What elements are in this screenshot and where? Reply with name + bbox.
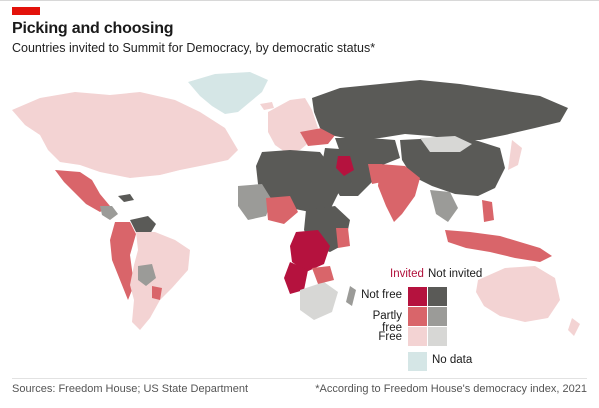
legend-row-partly-free: Partly free xyxy=(372,310,402,334)
region-iceland xyxy=(260,102,274,110)
region-mexico xyxy=(55,170,110,212)
legend-row-free: Free xyxy=(378,331,402,343)
swatch-invited-not-free xyxy=(408,287,427,306)
world-map xyxy=(12,72,580,336)
swatch-not-invited-partly-free xyxy=(428,307,447,326)
region-west-africa-invited xyxy=(266,196,298,224)
region-drc xyxy=(290,230,330,272)
region-zambia xyxy=(312,266,334,284)
legend-col-invited: Invited xyxy=(390,268,424,280)
region-philippines xyxy=(482,200,494,222)
region-west-africa xyxy=(238,184,272,220)
legend-row-not-free: Not free xyxy=(361,289,402,301)
region-madagascar xyxy=(346,286,356,306)
region-new-zealand xyxy=(568,318,580,336)
region-central-america xyxy=(100,206,118,220)
swatch-invited-partly-free xyxy=(408,307,427,326)
chart-subtitle: Countries invited to Summit for Democrac… xyxy=(12,41,376,55)
region-mongolia xyxy=(420,136,472,152)
region-venezuela xyxy=(130,216,156,234)
region-india xyxy=(378,164,420,222)
region-indonesia xyxy=(445,230,552,262)
region-greenland xyxy=(188,72,268,114)
swatch-not-invited-free xyxy=(428,327,447,346)
footnote: *According to Freedom House's democracy … xyxy=(315,383,587,395)
region-kenya xyxy=(336,228,350,248)
region-paraguay xyxy=(152,286,162,300)
region-southern-africa xyxy=(300,282,338,320)
region-north-africa xyxy=(256,150,340,212)
region-iraq xyxy=(336,156,354,176)
region-bolivia xyxy=(138,264,156,286)
brand-tag xyxy=(12,7,40,15)
region-china xyxy=(400,138,505,196)
top-rule xyxy=(0,0,599,1)
region-russia xyxy=(312,80,568,140)
region-japan xyxy=(508,140,522,170)
legend: Invited Not invited Not free Partly free… xyxy=(352,262,542,372)
swatch-no-data xyxy=(408,352,427,371)
footer-rule xyxy=(12,378,587,379)
chart-title: Picking and choosing xyxy=(12,20,174,37)
legend-col-not-invited: Not invited xyxy=(428,268,483,280)
region-pakistan xyxy=(368,164,382,184)
region-brazil xyxy=(130,232,190,330)
region-andes xyxy=(110,222,136,300)
region-north-america xyxy=(12,92,238,178)
swatch-invited-free xyxy=(408,327,427,346)
legend-no-data: No data xyxy=(432,354,473,366)
source-note: Sources: Freedom House; US State Departm… xyxy=(12,383,248,395)
region-australia xyxy=(476,266,560,322)
region-turkey xyxy=(300,128,336,146)
swatch-not-invited-not-free xyxy=(428,287,447,306)
region-caribbean xyxy=(118,194,134,202)
region-angola xyxy=(284,262,308,294)
region-mainland-sea xyxy=(430,190,458,222)
